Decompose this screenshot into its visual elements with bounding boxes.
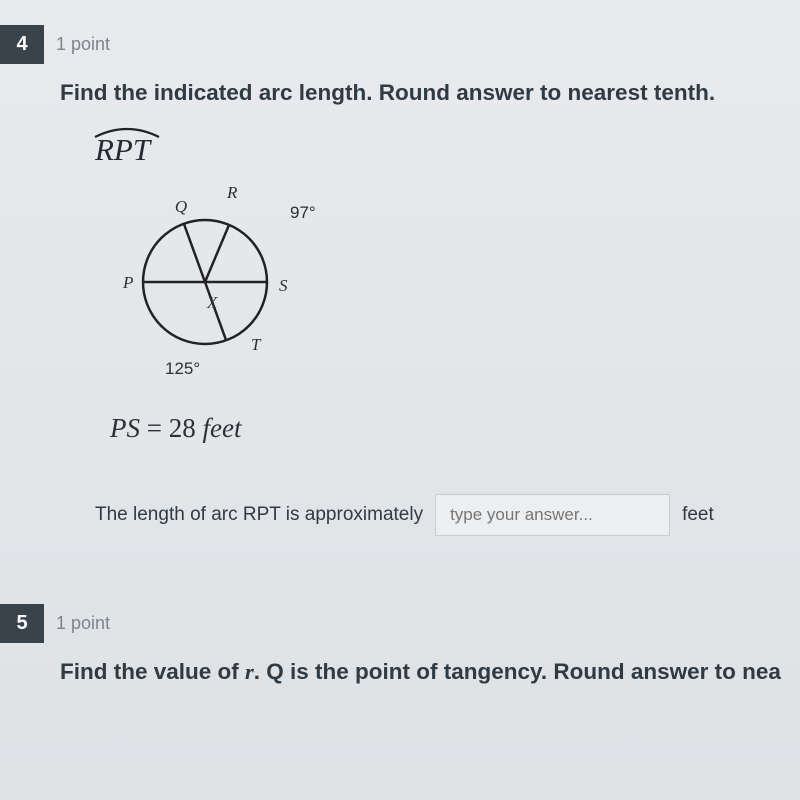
answer-lead-text: The length of arc RPT is approximately (95, 504, 423, 526)
label-T: T (251, 335, 262, 354)
arc-name-wrap: RPT (0, 132, 770, 168)
question-number-badge: 5 (0, 604, 44, 643)
answer-unit: feet (682, 504, 714, 526)
worksheet-page: 4 1 point Find the indicated arc length.… (0, 0, 800, 800)
angle-125: 125° (165, 359, 200, 378)
question-5-header: 5 1 point (0, 604, 770, 643)
question-number-badge: 4 (0, 25, 44, 64)
label-Q: Q (175, 197, 187, 216)
question-5: 5 1 point Find the value of r. Q is the … (0, 604, 800, 696)
given-eq: = 28 (140, 413, 202, 443)
circle-diagram-block: R Q P S T X 97° 125° (0, 176, 770, 391)
answer-line: The length of arc RPT is approximately f… (0, 494, 770, 536)
question-5-prompt: Find the value of r. Q is the point of t… (0, 657, 770, 686)
q5-prompt-mid: . Q is the point of tangency. Round answ… (254, 659, 781, 684)
arc-name: RPT (95, 132, 150, 168)
answer-input[interactable] (435, 494, 670, 536)
question-4: 4 1 point Find the indicated arc length.… (0, 0, 800, 604)
question-points: 1 point (56, 34, 110, 55)
question-4-prompt: Find the indicated arc length. Round ans… (0, 78, 770, 107)
arc-cap-icon (93, 125, 161, 139)
label-R: R (226, 183, 238, 202)
label-X: X (206, 293, 218, 312)
given-equation: PS = 28 feet (0, 413, 770, 444)
q5-prompt-r: r (245, 659, 254, 684)
angle-97: 97° (290, 203, 316, 222)
label-S: S (279, 276, 288, 295)
given-unit: feet (202, 413, 241, 443)
question-points: 1 point (56, 613, 110, 634)
given-var: PS (110, 413, 140, 443)
label-P: P (122, 273, 133, 292)
question-4-header: 4 1 point (0, 25, 770, 64)
q5-prompt-pre: Find the value of (60, 659, 245, 684)
circle-diagram: R Q P S T X 97° 125° (95, 176, 355, 386)
